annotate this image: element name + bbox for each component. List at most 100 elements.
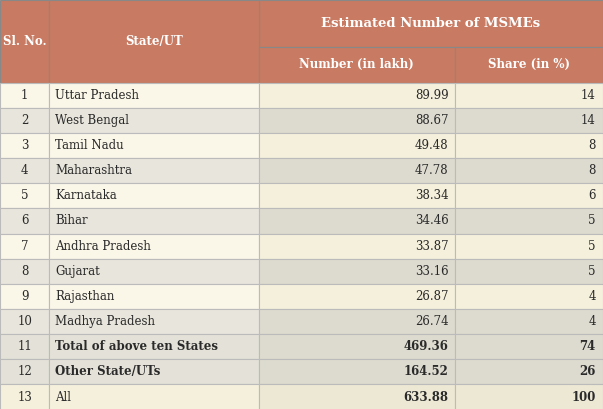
Text: Maharashtra: Maharashtra <box>55 164 133 177</box>
Bar <box>455 47 603 83</box>
Text: 14: 14 <box>581 114 596 127</box>
Text: 633.88: 633.88 <box>403 391 449 404</box>
Text: 38.34: 38.34 <box>415 189 449 202</box>
Text: 164.52: 164.52 <box>404 365 449 378</box>
Bar <box>0 83 49 108</box>
Text: 33.16: 33.16 <box>415 265 449 278</box>
Bar <box>49 359 259 384</box>
Bar <box>455 359 603 384</box>
Text: 6: 6 <box>589 189 596 202</box>
Text: 49.48: 49.48 <box>415 139 449 152</box>
Text: Number (in lakh): Number (in lakh) <box>299 58 414 71</box>
Bar <box>259 258 455 284</box>
Bar <box>0 133 49 158</box>
Text: Bihar: Bihar <box>55 214 88 227</box>
Text: 7: 7 <box>21 240 28 253</box>
Text: 5: 5 <box>589 240 596 253</box>
Text: 14: 14 <box>581 89 596 102</box>
Bar <box>259 384 455 409</box>
Text: All: All <box>55 391 72 404</box>
Bar <box>49 334 259 359</box>
Bar <box>455 183 603 208</box>
Bar <box>259 359 455 384</box>
Bar <box>455 258 603 284</box>
Bar <box>0 284 49 309</box>
Text: 26.87: 26.87 <box>415 290 449 303</box>
Bar <box>259 0 603 47</box>
Bar <box>259 158 455 183</box>
Text: Tamil Nadu: Tamil Nadu <box>55 139 124 152</box>
Text: 33.87: 33.87 <box>415 240 449 253</box>
Text: 8: 8 <box>589 139 596 152</box>
Text: 8: 8 <box>21 265 28 278</box>
Text: Estimated Number of MSMEs: Estimated Number of MSMEs <box>321 17 540 30</box>
Bar <box>0 158 49 183</box>
Bar <box>259 183 455 208</box>
Bar <box>455 309 603 334</box>
Text: 34.46: 34.46 <box>415 214 449 227</box>
Bar <box>0 108 49 133</box>
Text: 8: 8 <box>589 164 596 177</box>
Bar <box>259 83 455 108</box>
Text: Other State/UTs: Other State/UTs <box>55 365 161 378</box>
Text: Andhra Pradesh: Andhra Pradesh <box>55 240 151 253</box>
Bar <box>49 208 259 234</box>
Text: Karnataka: Karnataka <box>55 189 117 202</box>
Bar <box>49 83 259 108</box>
Bar <box>0 334 49 359</box>
Bar <box>455 83 603 108</box>
Bar <box>0 384 49 409</box>
Bar <box>49 284 259 309</box>
Bar <box>0 183 49 208</box>
Bar <box>455 234 603 258</box>
Bar <box>455 108 603 133</box>
Text: 12: 12 <box>17 365 32 378</box>
Bar <box>259 334 455 359</box>
Text: Rajasthan: Rajasthan <box>55 290 115 303</box>
Text: 88.67: 88.67 <box>415 114 449 127</box>
Bar <box>49 258 259 284</box>
Bar <box>0 359 49 384</box>
Text: 6: 6 <box>21 214 28 227</box>
Text: 10: 10 <box>17 315 32 328</box>
Bar <box>455 284 603 309</box>
Text: 11: 11 <box>17 340 32 353</box>
Text: 4: 4 <box>21 164 28 177</box>
Text: West Bengal: West Bengal <box>55 114 130 127</box>
Bar <box>455 158 603 183</box>
Bar <box>0 258 49 284</box>
Text: 74: 74 <box>579 340 596 353</box>
Text: 26: 26 <box>579 365 596 378</box>
Text: 5: 5 <box>21 189 28 202</box>
Bar <box>259 284 455 309</box>
Bar <box>455 208 603 234</box>
Bar <box>49 133 259 158</box>
Bar <box>49 108 259 133</box>
Text: 4: 4 <box>589 290 596 303</box>
Text: 3: 3 <box>21 139 28 152</box>
Text: 13: 13 <box>17 391 32 404</box>
Bar <box>49 309 259 334</box>
Text: Total of above ten States: Total of above ten States <box>55 340 218 353</box>
Bar <box>0 0 49 83</box>
Text: Gujarat: Gujarat <box>55 265 100 278</box>
Text: Uttar Pradesh: Uttar Pradesh <box>55 89 139 102</box>
Bar <box>455 334 603 359</box>
Text: Share (in %): Share (in %) <box>488 58 570 71</box>
Bar <box>455 384 603 409</box>
Text: 100: 100 <box>572 391 596 404</box>
Text: 89.99: 89.99 <box>415 89 449 102</box>
Bar <box>0 234 49 258</box>
Bar <box>49 234 259 258</box>
Text: 26.74: 26.74 <box>415 315 449 328</box>
Bar <box>455 133 603 158</box>
Bar <box>0 309 49 334</box>
Text: 5: 5 <box>589 214 596 227</box>
Bar <box>259 309 455 334</box>
Bar <box>259 133 455 158</box>
Text: 47.78: 47.78 <box>415 164 449 177</box>
Text: 1: 1 <box>21 89 28 102</box>
Bar <box>49 158 259 183</box>
Bar <box>49 183 259 208</box>
Text: 9: 9 <box>21 290 28 303</box>
